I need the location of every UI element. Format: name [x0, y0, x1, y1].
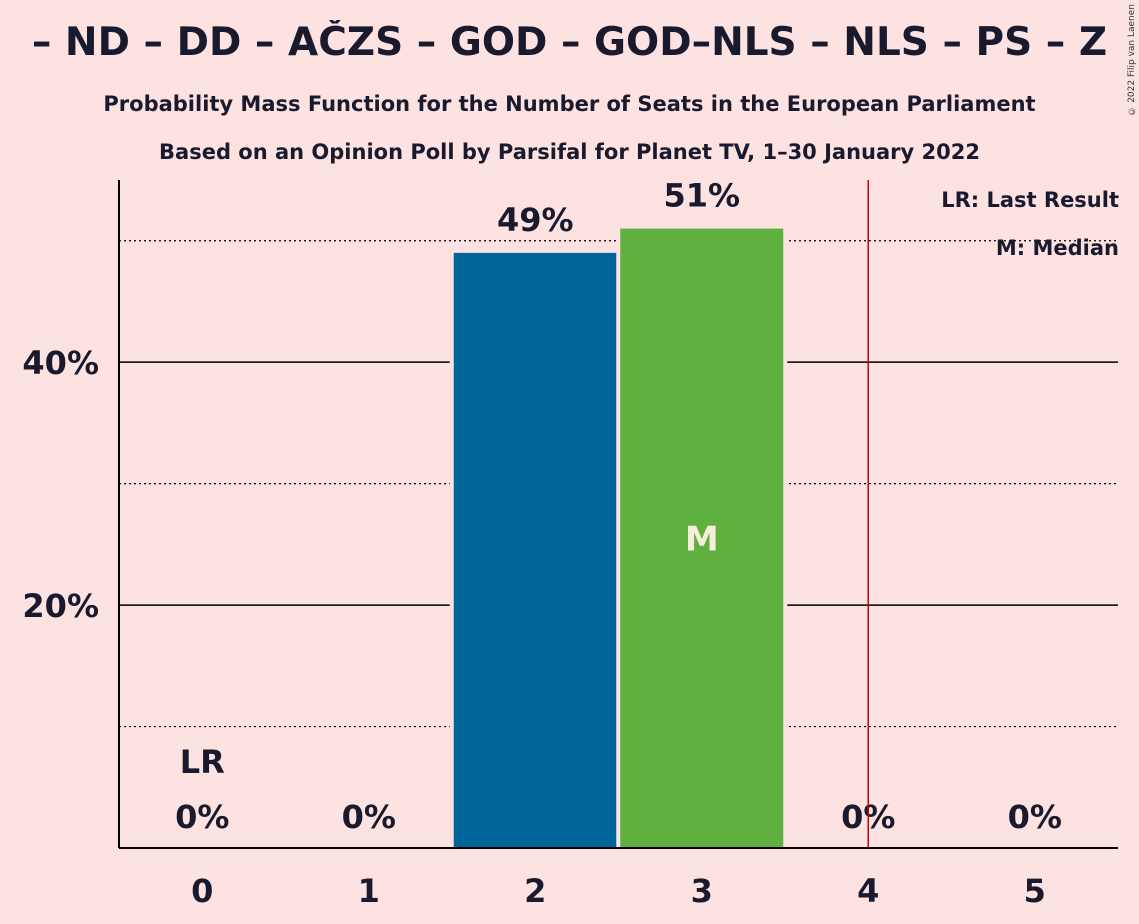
- x-tick-label: 3: [691, 872, 713, 910]
- bar-value-label: 0%: [1008, 798, 1062, 836]
- x-tick-label: 2: [524, 872, 546, 910]
- x-tick-label: 0: [191, 872, 213, 910]
- bar-value-label: 0%: [175, 798, 229, 836]
- bar: [453, 252, 617, 848]
- bar-value-label: 49%: [497, 201, 574, 239]
- legend-median: M: Median: [995, 236, 1119, 260]
- x-tick-label: 4: [857, 872, 879, 910]
- last-result-marker: LR: [180, 743, 225, 781]
- y-tick-label: 20%: [22, 587, 99, 625]
- chart-subtitle-1: Probability Mass Function for the Number…: [103, 92, 1036, 116]
- legend-last-result: LR: Last Result: [941, 188, 1119, 212]
- y-tick-label: 40%: [22, 344, 99, 382]
- chart-title: – ND – DD – AČZS – GOD – GOD–NLS – NLS –…: [31, 20, 1108, 65]
- bar: [620, 228, 784, 849]
- median-marker: M: [685, 519, 719, 559]
- bar-value-label: 51%: [663, 177, 740, 215]
- bar-value-label: 0%: [342, 798, 396, 836]
- x-tick-label: 5: [1024, 872, 1046, 910]
- x-tick-label: 1: [358, 872, 380, 910]
- chart-subtitle-2: Based on an Opinion Poll by Parsifal for…: [159, 140, 980, 164]
